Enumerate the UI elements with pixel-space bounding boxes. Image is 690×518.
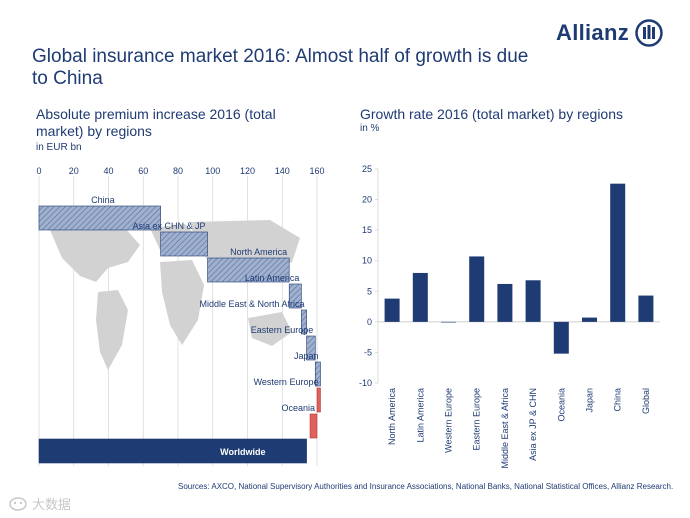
growth-bar-asia-ex-jp-and-chn xyxy=(525,280,541,322)
waterfall-bar-japan xyxy=(314,361,321,387)
right-chart-unit: in % xyxy=(360,123,380,134)
y-tick-label: 10 xyxy=(362,256,372,266)
x-tick-label: 100 xyxy=(205,166,220,176)
category-label-global: Global xyxy=(641,388,651,414)
growth-bar-japan xyxy=(582,317,597,322)
waterfall-label-middle-east-and-north-africa: Middle East & North Africa xyxy=(200,299,305,309)
waterfall-bar-north-america xyxy=(207,257,290,283)
category-label-japan: Japan xyxy=(585,388,595,413)
waterfall-bar-oceania xyxy=(309,413,318,439)
growth-bar-global xyxy=(638,295,654,322)
x-tick-label: 140 xyxy=(275,166,290,176)
waterfall-label-eastern-europe: Eastern Europe xyxy=(251,325,314,335)
watermark-logo-icon xyxy=(9,496,27,511)
waterfall-bar-china xyxy=(38,205,161,231)
growth-bar-latin-america xyxy=(412,272,428,322)
x-tick-label: 40 xyxy=(103,166,113,176)
y-tick-label: -10 xyxy=(359,378,372,388)
waterfall-bar-asia-ex-chn-and-jp xyxy=(160,231,208,257)
waterfall-label-latin-america: Latin America xyxy=(245,273,300,283)
y-tick-label: 25 xyxy=(362,164,372,174)
waterfall-label-asia-ex-chn-and-jp: Asia ex CHN & JP xyxy=(133,221,206,231)
left-chart-subtitle: Absolute premium increase 2016 (total ma… xyxy=(36,106,276,139)
y-tick-label: 20 xyxy=(362,195,372,205)
growth-bar-western-europe xyxy=(441,321,456,323)
y-tick-label: -5 xyxy=(364,347,372,357)
x-tick-label: 120 xyxy=(240,166,255,176)
waterfall-label-japan: Japan xyxy=(294,351,319,361)
waterfall-bar-latin-america xyxy=(288,283,302,309)
page-title: Global insurance market 2016: Almost hal… xyxy=(32,46,529,89)
y-tick-label: 5 xyxy=(367,286,372,296)
growth-bar-china xyxy=(610,183,626,322)
growth-bar-middle-east-and-africa xyxy=(497,283,513,322)
growth-bar-north-america xyxy=(384,298,400,322)
category-label-asia-ex-jp-and-chn: Asia ex JP & CHN xyxy=(528,388,538,461)
waterfall-label-china: China xyxy=(91,195,115,205)
category-label-china: China xyxy=(613,388,623,412)
growth-bar-oceania xyxy=(553,321,569,354)
category-label-north-america: North America xyxy=(387,388,397,445)
x-tick-label: 60 xyxy=(138,166,148,176)
allianz-eagle-icon xyxy=(635,19,663,47)
waterfall-label-worldwide: Worldwide xyxy=(220,447,265,457)
y-tick-label: 0 xyxy=(367,317,372,327)
waterfall-bar-worldwide xyxy=(38,438,307,464)
category-label-eastern-europe: Eastern Europe xyxy=(472,388,482,451)
waterfall-label-oceania: Oceania xyxy=(281,403,315,413)
category-label-oceania: Oceania xyxy=(556,388,566,422)
x-tick-label: 160 xyxy=(309,166,324,176)
x-tick-label: 20 xyxy=(69,166,79,176)
waterfall-bar-eastern-europe xyxy=(306,335,316,361)
brand-name: Allianz xyxy=(556,20,629,45)
category-label-latin-america: Latin America xyxy=(415,388,425,443)
watermark: 大数据 xyxy=(8,494,71,513)
x-tick-label: 80 xyxy=(173,166,183,176)
x-tick-label: 0 xyxy=(36,166,41,176)
category-label-middle-east-and-africa: Middle East & Africa xyxy=(500,388,510,469)
watermark-text: 大数据 xyxy=(32,497,72,512)
waterfall-label-north-america: North America xyxy=(230,247,287,257)
waterfall-bar-middle-east-and-north-africa xyxy=(301,309,307,335)
growth-bar-eastern-europe xyxy=(469,256,485,322)
left-chart-unit: in EUR bn xyxy=(36,142,82,153)
y-tick-label: 15 xyxy=(362,225,372,235)
source-note: Sources: AXCO, National Supervisory Auth… xyxy=(178,482,674,491)
allianz-logo: Allianz xyxy=(556,18,663,48)
waterfall-bar-western-europe xyxy=(316,387,321,413)
waterfall-label-western-europe: Western Europe xyxy=(254,377,319,387)
right-chart-subtitle: Growth rate 2016 (total market) by regio… xyxy=(360,106,624,122)
category-label-western-europe: Western Europe xyxy=(444,388,454,453)
